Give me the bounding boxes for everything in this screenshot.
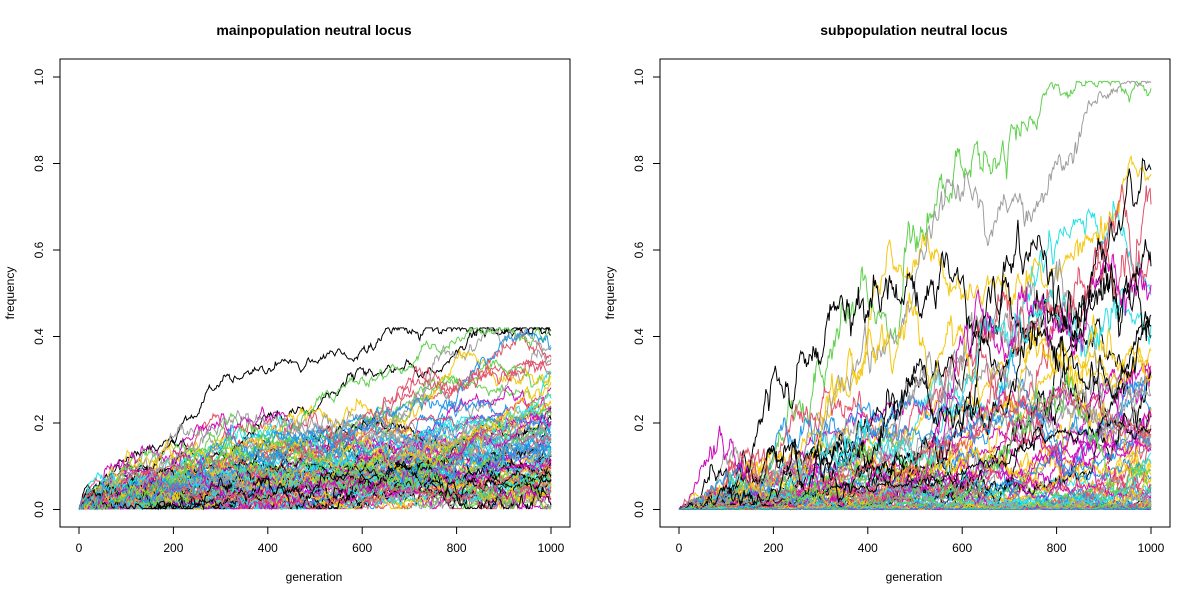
y-axis-label: frequency [3, 267, 17, 320]
chart-panel-sub: subpopulation neutral locus 0 200 400 600 80… [603, 22, 1171, 584]
y-tick-label: 0.4 [32, 328, 46, 345]
y-tick-label: 0.8 [32, 155, 46, 172]
chart-title: subpopulation neutral locus [820, 22, 1008, 38]
chart-panel-main: mainpopulation neutral locus 0 200 400 600 8… [3, 22, 571, 584]
series-lines [678, 79, 1152, 511]
series-line [678, 287, 1152, 511]
x-axis-label: generation [886, 570, 943, 584]
series-line [678, 292, 1152, 511]
x-axis-label: generation [286, 570, 343, 584]
series-line [78, 427, 552, 510]
y-tick-label: 0.6 [32, 241, 46, 258]
series-line [678, 481, 1152, 511]
series-line [78, 326, 552, 511]
series-line [78, 458, 552, 510]
series-line [78, 381, 552, 510]
x-axis: 0 200 400 600 800 1000 [76, 526, 565, 555]
x-tick-label: 200 [763, 541, 783, 555]
x-tick-label: 1000 [1138, 541, 1165, 555]
x-axis: 0 200 400 600 800 1000 [676, 526, 1165, 555]
x-tick-label: 400 [258, 541, 278, 555]
plot-area: 0 200 400 600 800 1000 0.0 0.2 0.4 0.6 0.8 1.0 [632, 58, 1171, 555]
x-tick-label: 600 [352, 541, 372, 555]
series-line [679, 219, 1152, 511]
y-tick-label: 0.6 [632, 241, 646, 258]
y-axis: 0.0 0.2 0.4 0.6 0.8 1.0 [32, 68, 61, 518]
y-tick-label: 0.4 [632, 328, 646, 345]
y-axis-label: frequency [603, 267, 617, 320]
series-line [678, 351, 1152, 510]
series-line [678, 157, 1152, 510]
series-line [78, 396, 552, 510]
y-axis: 0.0 0.2 0.4 0.6 0.8 1.0 [632, 68, 661, 518]
series-line [679, 398, 1152, 510]
x-tick-label: 800 [447, 541, 467, 555]
y-tick-label: 0.2 [32, 414, 46, 431]
y-tick-label: 0.0 [632, 501, 646, 518]
x-tick-label: 800 [1047, 541, 1067, 555]
series-line [78, 457, 552, 511]
y-tick-label: 0.0 [32, 501, 46, 518]
y-tick-label: 1.0 [632, 68, 646, 85]
x-tick-label: 0 [676, 541, 683, 555]
plot-area: 0 200 400 600 800 1000 0.0 0.2 0.4 0.6 0.8 1.0 [32, 58, 571, 555]
y-tick-label: 0.8 [632, 155, 646, 172]
series-line [678, 503, 1152, 511]
series-line [78, 409, 552, 510]
x-tick-label: 400 [858, 541, 878, 555]
chart-title: mainpopulation neutral locus [216, 22, 411, 38]
series-line [78, 463, 552, 510]
series-line [78, 431, 552, 510]
y-tick-label: 0.2 [632, 414, 646, 431]
series-line [678, 381, 1152, 510]
y-tick-label: 1.0 [32, 68, 46, 85]
series-line [78, 395, 552, 510]
series-line [78, 370, 552, 510]
x-tick-label: 200 [163, 541, 183, 555]
x-tick-label: 1000 [538, 541, 565, 555]
series-line [78, 463, 552, 510]
series-lines [78, 326, 552, 511]
x-tick-label: 600 [952, 541, 972, 555]
x-tick-label: 0 [76, 541, 83, 555]
